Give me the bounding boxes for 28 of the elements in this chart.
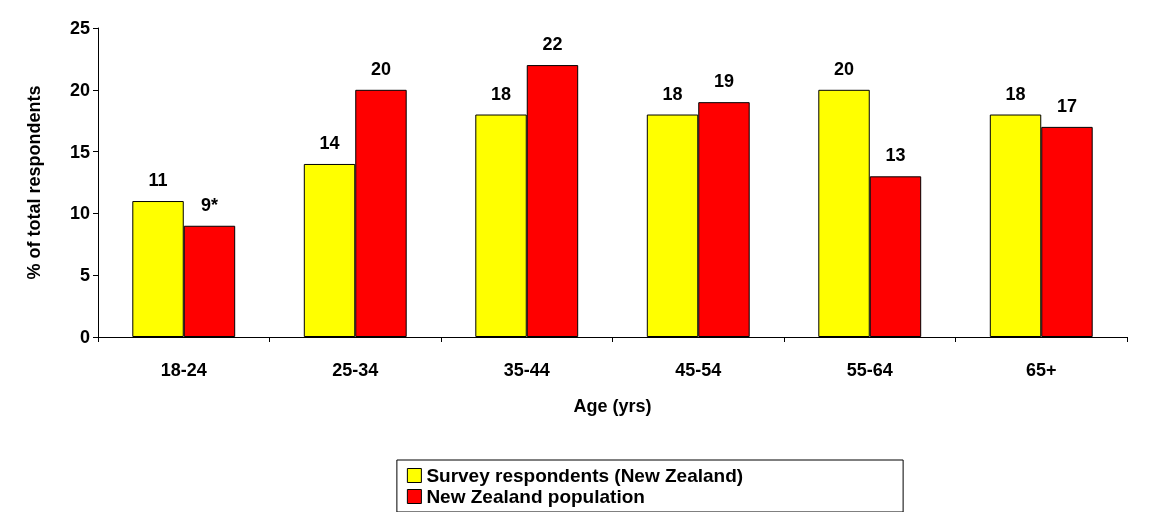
data-label: 20 [370,58,391,79]
data-label: 14 [319,132,340,153]
y-tick-label: 5 [79,265,90,286]
y-tick-label: 15 [69,141,90,162]
y-tick-label: 10 [69,203,90,224]
data-label: 18 [1005,83,1026,104]
legend-label: New Zealand population [426,486,645,507]
data-label: 11 [148,170,168,191]
data-label: 18 [662,83,683,104]
legend-label: Survey respondents (New Zealand) [426,465,744,486]
data-label: 19 [713,71,734,92]
y-tick-label: 25 [69,18,90,38]
data-label: 18 [491,83,512,104]
data-label: 22 [542,34,563,55]
data-label: 9* [200,194,218,215]
x-axis-title: Age (yrs) [573,396,652,416]
y-tick-label: 0 [79,327,90,347]
y-tick-label: 20 [69,79,90,100]
data-label: 17 [1056,95,1077,116]
data-label: 13 [885,145,906,166]
data-label: 20 [834,58,855,79]
x-tick-label: 35-44 [503,360,550,380]
y-axis-title: % of total respondents [24,85,44,280]
x-tick-label: 25-34 [332,360,379,380]
x-tick-label: 45-54 [675,360,722,380]
x-tick-label: 55-64 [846,360,893,380]
x-tick-label: 65+ [1025,360,1057,380]
x-tick-label: 18-24 [160,360,207,380]
